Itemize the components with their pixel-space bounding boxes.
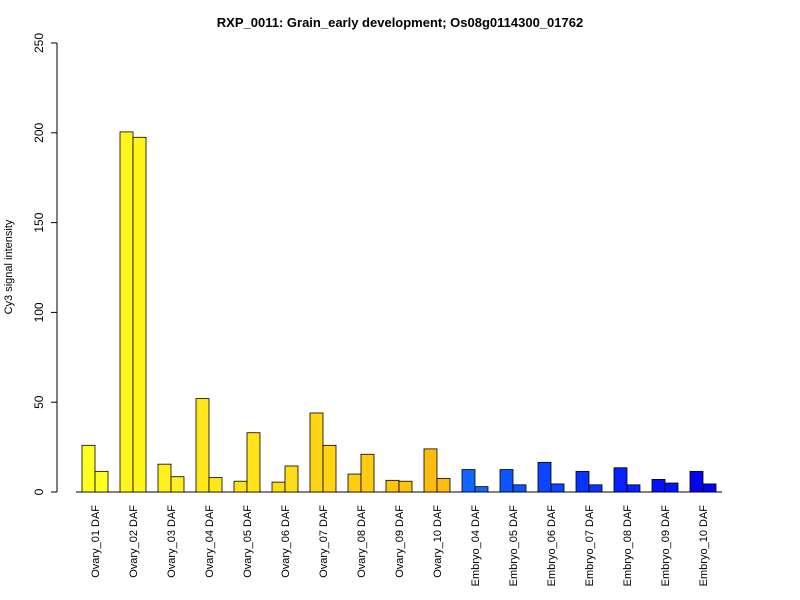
bar [132, 136, 147, 493]
bar [588, 484, 603, 493]
x-tick-label: Ovary_09 DAF [394, 505, 406, 578]
bar [461, 469, 476, 493]
bar [347, 473, 362, 493]
y-tick-label: 50 [32, 395, 46, 409]
x-tick-label: Ovary_10 DAF [432, 505, 444, 578]
bar [322, 444, 337, 493]
x-tick-label: Ovary_01 DAF [90, 505, 102, 578]
y-tick-label: 200 [32, 122, 46, 142]
category-labels: Ovary_01 DAF Ovary_02 DAF Ovary_03 DAF Ovar… [90, 505, 710, 587]
bar [702, 483, 717, 493]
bar [474, 486, 489, 493]
bar [81, 444, 96, 493]
bar [94, 470, 109, 493]
chart-title: RXP_0011: Grain_early development; Os08g… [217, 15, 583, 30]
y-tick-label: 250 [32, 33, 46, 53]
bar [360, 453, 375, 493]
x-tick-label: Embryo_10 DAF [698, 505, 710, 587]
x-tick-label: Ovary_07 DAF [318, 505, 330, 578]
bar [512, 484, 527, 493]
bar [398, 480, 413, 493]
bar [271, 481, 286, 493]
bar [626, 484, 641, 493]
x-tick-label: Ovary_02 DAF [128, 505, 140, 578]
bar [575, 470, 590, 493]
y-tick-label: 100 [32, 302, 46, 322]
bar [689, 470, 704, 493]
x-tick-label: Embryo_06 DAF [546, 505, 558, 587]
x-tick-label: Ovary_03 DAF [166, 505, 178, 578]
x-tick-label: Ovary_06 DAF [280, 505, 292, 578]
bar [423, 448, 438, 493]
bars [81, 131, 717, 493]
bar [170, 476, 185, 493]
bar [436, 478, 451, 493]
bar [309, 412, 324, 493]
bar [537, 461, 552, 493]
y-tick-label: 150 [32, 212, 46, 232]
bar [157, 463, 172, 493]
x-tick-label: Embryo_07 DAF [584, 505, 596, 587]
bar [651, 479, 666, 493]
bar [499, 469, 514, 493]
bar [195, 398, 210, 493]
bar [208, 477, 223, 493]
bar [664, 482, 679, 493]
bar [613, 467, 628, 493]
x-tick-label: Embryo_04 DAF [470, 505, 482, 587]
x-tick-label: Ovary_04 DAF [204, 505, 216, 578]
bar [284, 465, 299, 493]
y-axis-title: Cy3 signal intensity [3, 219, 15, 314]
bar [385, 479, 400, 493]
x-tick-label: Embryo_09 DAF [660, 505, 672, 587]
x-tick-label: Embryo_05 DAF [508, 505, 520, 587]
x-tick-label: Embryo_08 DAF [622, 505, 634, 587]
x-tick-label: Ovary_05 DAF [242, 505, 254, 578]
y-tick-label: 0 [32, 488, 46, 495]
y-axis: 0 50 100 150 200 250 [32, 33, 58, 495]
bar [119, 131, 134, 493]
bar [550, 483, 565, 493]
bar [246, 432, 261, 493]
bar [233, 480, 248, 493]
x-tick-label: Ovary_08 DAF [356, 505, 368, 578]
